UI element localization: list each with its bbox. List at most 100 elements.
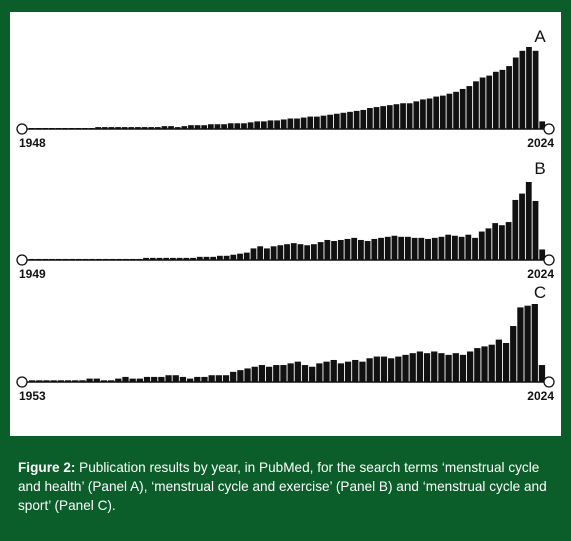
bar xyxy=(244,368,251,382)
bar xyxy=(358,239,364,260)
bar xyxy=(423,353,431,382)
bar xyxy=(264,248,270,260)
bar xyxy=(465,234,472,260)
bar xyxy=(230,371,237,382)
bar xyxy=(79,380,86,382)
bar xyxy=(50,380,57,382)
bar xyxy=(300,117,307,129)
bar xyxy=(64,380,72,382)
bar xyxy=(538,365,546,382)
bar xyxy=(405,236,411,260)
bar xyxy=(519,50,526,130)
bar xyxy=(446,93,453,129)
bar xyxy=(539,121,546,129)
figure-panel: 1948 2024 A 1949 2024 B 1953 2024 C xyxy=(10,12,561,436)
bar xyxy=(445,354,452,382)
bar xyxy=(273,365,280,382)
bar xyxy=(214,124,221,129)
bar xyxy=(165,375,172,382)
bar xyxy=(439,95,446,129)
bar xyxy=(168,126,174,129)
bar xyxy=(330,359,337,382)
bar xyxy=(495,339,503,382)
bar xyxy=(438,353,445,382)
bar xyxy=(517,307,524,382)
bar xyxy=(532,200,539,260)
bar xyxy=(304,245,311,260)
bar xyxy=(479,77,486,129)
bar xyxy=(391,235,398,260)
bar xyxy=(309,366,316,382)
bar xyxy=(353,110,360,129)
bar xyxy=(485,228,492,260)
bar xyxy=(499,69,506,129)
bar xyxy=(505,222,512,260)
bar xyxy=(201,125,208,129)
bar xyxy=(459,88,466,129)
bar xyxy=(161,126,168,129)
bar xyxy=(251,366,258,382)
bar xyxy=(217,255,223,260)
bar xyxy=(416,351,424,382)
bar xyxy=(431,237,438,260)
bar xyxy=(194,125,201,129)
bar xyxy=(215,375,222,382)
panel-c: 1953 2024 C xyxy=(16,283,555,403)
bar xyxy=(136,378,143,382)
bar xyxy=(247,122,254,129)
bar xyxy=(270,246,277,260)
bar xyxy=(380,106,387,129)
bar xyxy=(57,380,64,382)
tick-label-end: 2024 xyxy=(527,389,554,403)
bar xyxy=(188,125,194,129)
bar xyxy=(181,126,188,129)
bar xyxy=(280,365,287,382)
bar xyxy=(373,356,380,382)
bar xyxy=(320,115,327,129)
bar xyxy=(86,378,93,382)
tick-label-end: 2024 xyxy=(527,267,554,281)
bar xyxy=(395,356,402,382)
bar xyxy=(128,127,135,129)
bar xyxy=(525,182,532,260)
bar xyxy=(413,101,420,129)
bar xyxy=(418,237,425,260)
bar xyxy=(433,96,440,129)
bar xyxy=(524,305,531,382)
bar xyxy=(221,124,227,129)
axis-start-marker xyxy=(16,376,28,388)
bar xyxy=(472,237,478,260)
bar xyxy=(539,249,546,260)
bar xyxy=(129,378,136,382)
bar xyxy=(411,237,418,260)
bar xyxy=(409,353,416,382)
bar xyxy=(360,109,367,129)
bar xyxy=(151,376,158,382)
bar xyxy=(115,127,121,129)
bar xyxy=(492,223,499,260)
bar xyxy=(344,361,352,382)
bar xyxy=(143,376,151,382)
panel-letter: B xyxy=(534,159,545,178)
bar xyxy=(115,378,122,382)
axis-end-marker xyxy=(543,376,555,388)
bar xyxy=(93,378,100,382)
bar xyxy=(506,66,512,129)
bar xyxy=(359,361,366,382)
bar xyxy=(190,257,196,260)
bar xyxy=(194,376,201,382)
bar xyxy=(176,257,183,260)
bar xyxy=(452,353,459,382)
bar xyxy=(380,356,388,382)
bar xyxy=(314,116,320,129)
bar xyxy=(222,375,230,382)
bar xyxy=(143,257,149,260)
panel-a: 1948 2024 A xyxy=(16,27,555,150)
bar xyxy=(234,123,241,129)
bar xyxy=(274,120,280,129)
bar xyxy=(158,376,165,382)
bar xyxy=(267,120,274,129)
bar xyxy=(531,304,538,382)
bar xyxy=(488,344,495,382)
bar xyxy=(29,380,36,382)
